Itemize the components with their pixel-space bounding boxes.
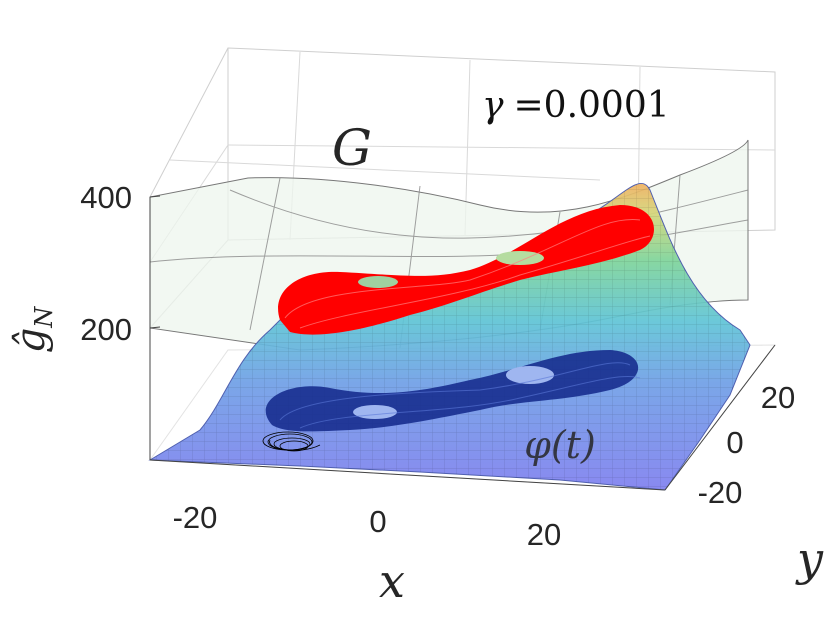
y-tick-20: 20	[761, 380, 795, 415]
z-axis-label: ĝN	[8, 306, 58, 354]
z-axis-ticks: 400 200	[80, 180, 161, 460]
x-tick-20: 20	[527, 517, 561, 552]
base-trajectory	[262, 431, 321, 452]
x-axis-ticks: -20 0 20	[149, 459, 666, 552]
z-axis-label-main: ĝ	[8, 328, 54, 354]
y-tick-0: 0	[726, 425, 743, 460]
x-tick-0: 0	[369, 504, 386, 539]
y-axis-label: y	[795, 532, 824, 586]
z-tick-200: 200	[80, 312, 132, 347]
trajectory-label-phi: φ(t)	[524, 423, 596, 467]
svg-text:ĝN: ĝN	[8, 306, 58, 354]
y-axis-ticks: 20 0 -20	[664, 344, 795, 510]
gamma-symbol: γ	[482, 85, 504, 126]
projected-trajectory	[265, 350, 641, 432]
attractor-on-surface	[278, 205, 654, 335]
x-tick-neg20: -20	[173, 500, 218, 535]
gamma-value: =0.0001	[514, 85, 670, 126]
z-axis-label-sub: N	[30, 306, 58, 329]
y-tick-neg20: -20	[698, 475, 743, 510]
z-tick-400: 400	[80, 180, 132, 215]
surface-label-G: G	[332, 119, 372, 177]
gamma-annotation: γ =0.0001	[482, 85, 670, 126]
x-axis-label: x	[379, 554, 405, 608]
